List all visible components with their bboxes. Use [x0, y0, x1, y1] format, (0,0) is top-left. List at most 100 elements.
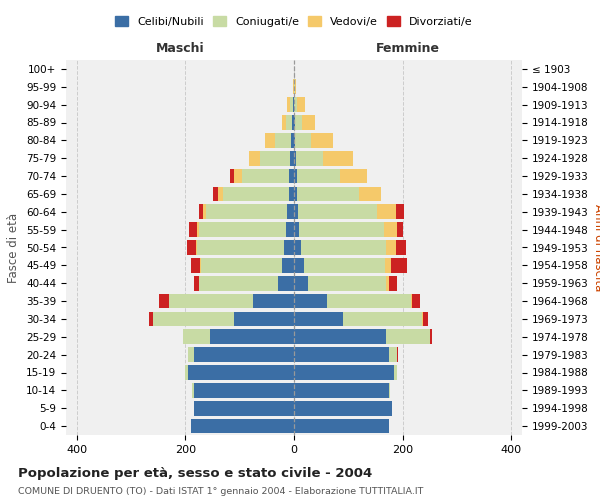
Bar: [383, 222, 397, 237]
Bar: [260, 151, 290, 166]
Bar: [297, 98, 305, 112]
Bar: [287, 204, 294, 219]
Text: Maschi: Maschi: [155, 42, 205, 54]
Bar: [188, 365, 294, 380]
Bar: [294, 222, 299, 237]
Bar: [430, 330, 433, 344]
Bar: [203, 204, 206, 219]
Bar: [294, 151, 296, 166]
Bar: [294, 383, 389, 398]
Bar: [230, 168, 234, 184]
Bar: [199, 276, 278, 290]
Text: COMUNE DI DRUENTO (TO) - Dati ISTAT 1° gennaio 2004 - Elaborazione TUTTITALIA.IT: COMUNE DI DRUENTO (TO) - Dati ISTAT 1° g…: [18, 488, 424, 496]
Bar: [299, 222, 383, 237]
Bar: [153, 312, 234, 326]
Bar: [292, 115, 294, 130]
Bar: [197, 240, 284, 255]
Bar: [188, 348, 194, 362]
Bar: [294, 294, 326, 308]
Bar: [249, 151, 260, 166]
Bar: [286, 222, 294, 237]
Legend: Celibi/Nubili, Coniugati/e, Vedovi/e, Divorziati/e: Celibi/Nubili, Coniugati/e, Vedovi/e, Di…: [112, 13, 476, 30]
Bar: [242, 168, 289, 184]
Bar: [223, 186, 289, 201]
Bar: [193, 383, 194, 398]
Bar: [396, 204, 404, 219]
Bar: [253, 294, 294, 308]
Bar: [212, 186, 218, 201]
Text: Popolazione per età, sesso e stato civile - 2004: Popolazione per età, sesso e stato civil…: [18, 468, 372, 480]
Bar: [396, 240, 406, 255]
Bar: [189, 222, 197, 237]
Bar: [290, 98, 293, 112]
Bar: [183, 330, 210, 344]
Bar: [286, 115, 292, 130]
Bar: [196, 240, 197, 255]
Bar: [160, 294, 169, 308]
Bar: [422, 312, 428, 326]
Bar: [199, 222, 286, 237]
Bar: [287, 98, 290, 112]
Bar: [340, 168, 367, 184]
Bar: [293, 98, 294, 112]
Bar: [294, 330, 386, 344]
Bar: [294, 98, 297, 112]
Bar: [194, 383, 294, 398]
Bar: [295, 133, 311, 148]
Bar: [389, 276, 397, 290]
Bar: [397, 222, 403, 237]
Bar: [391, 258, 407, 272]
Bar: [343, 312, 422, 326]
Bar: [275, 133, 291, 148]
Bar: [296, 151, 323, 166]
Bar: [291, 133, 294, 148]
Bar: [194, 276, 199, 290]
Bar: [234, 168, 242, 184]
Bar: [281, 115, 286, 130]
Bar: [187, 240, 196, 255]
Bar: [199, 204, 203, 219]
Bar: [302, 115, 315, 130]
Bar: [284, 240, 294, 255]
Bar: [149, 312, 153, 326]
Bar: [218, 186, 223, 201]
Bar: [294, 204, 298, 219]
Y-axis label: Fasce di età: Fasce di età: [7, 212, 20, 282]
Bar: [185, 365, 188, 380]
Bar: [206, 204, 287, 219]
Bar: [191, 258, 200, 272]
Bar: [194, 348, 294, 362]
Bar: [386, 276, 389, 290]
Bar: [200, 258, 282, 272]
Bar: [412, 294, 421, 308]
Bar: [323, 151, 353, 166]
Bar: [359, 186, 381, 201]
Bar: [295, 115, 302, 130]
Bar: [386, 240, 396, 255]
Bar: [294, 168, 297, 184]
Bar: [289, 186, 294, 201]
Bar: [294, 312, 343, 326]
Bar: [290, 151, 294, 166]
Bar: [389, 383, 390, 398]
Bar: [295, 80, 296, 94]
Bar: [385, 258, 391, 272]
Text: Femmine: Femmine: [376, 42, 440, 54]
Bar: [294, 186, 297, 201]
Bar: [294, 258, 304, 272]
Bar: [210, 330, 294, 344]
Bar: [304, 258, 385, 272]
Bar: [301, 240, 386, 255]
Bar: [294, 115, 295, 130]
Bar: [265, 133, 275, 148]
Bar: [394, 365, 397, 380]
Bar: [386, 330, 430, 344]
Y-axis label: Anni di nascita: Anni di nascita: [592, 204, 600, 291]
Bar: [294, 133, 295, 148]
Bar: [294, 401, 392, 415]
Bar: [377, 204, 396, 219]
Bar: [278, 276, 294, 290]
Bar: [389, 348, 397, 362]
Bar: [294, 348, 389, 362]
Bar: [197, 222, 199, 237]
